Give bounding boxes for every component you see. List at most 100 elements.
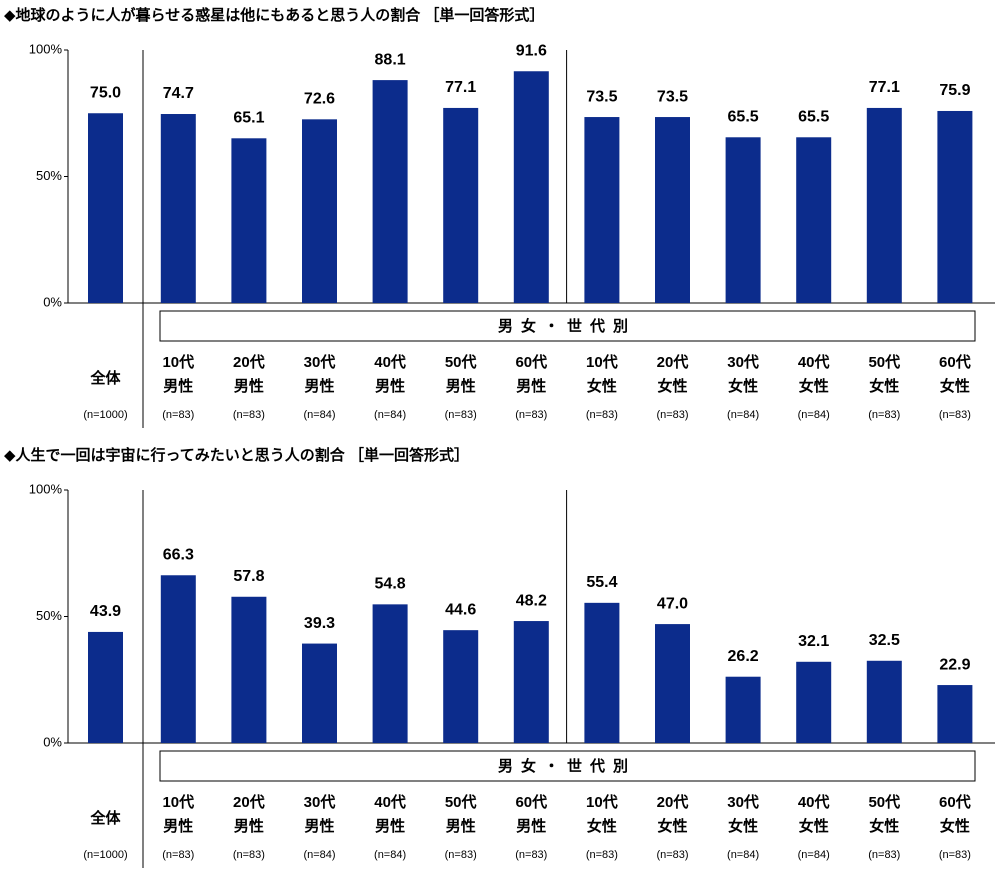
sample-size: (n=83) [445,409,477,421]
sample-size: (n=83) [162,849,194,861]
value-label: 39.3 [304,615,335,632]
sample-size: (n=83) [656,409,688,421]
value-label: 55.4 [586,574,617,591]
chart-title: ◆人生で一回は宇宙に行ってみたいと思う人の割合 ［単一回答形式］ [4,446,469,464]
x-tick-label: 40代 [798,353,830,371]
y-tick-label: 100% [29,481,63,496]
y-tick-label: 0% [43,734,62,749]
bar [88,631,123,743]
bar [796,661,832,743]
sample-size: (n=83) [868,409,900,421]
x-tick-label: 女性 [728,817,758,835]
x-tick-label: 60代 [515,793,547,811]
value-label: 77.1 [869,79,900,96]
bar [231,138,267,303]
x-tick-label: 40代 [374,353,406,371]
bar [443,107,479,303]
x-tick-label: 女性 [940,377,970,395]
x-tick-label: 20代 [657,353,689,371]
value-label: 32.5 [869,632,900,649]
y-tick-label: 50% [36,608,62,623]
x-tick-label: 30代 [304,353,336,371]
x-tick-label: 30代 [727,353,759,371]
group-label: 男女・世代別 [498,757,636,775]
bar [302,119,337,304]
bar [937,110,973,304]
x-tick-label: 40代 [374,793,406,811]
value-label: 43.9 [90,603,121,620]
sample-size: (n=1000) [83,849,127,861]
x-tick-label: 50代 [868,353,900,371]
x-tick-label: 女性 [587,377,617,395]
bar [302,643,337,743]
bar [372,80,408,304]
sample-size: (n=83) [586,409,618,421]
sample-size: (n=83) [656,849,688,861]
sample-size: (n=84) [727,409,759,421]
x-tick-label: 10代 [586,793,618,811]
bar [866,660,902,743]
x-tick-label: 男性 [163,817,193,835]
sample-size: (n=1000) [83,409,127,421]
x-tick-label: 60代 [939,353,971,371]
bar [866,107,902,303]
bar [796,137,832,303]
group-box [159,750,976,782]
sample-size: (n=84) [798,409,830,421]
value-label: 77.1 [445,79,476,96]
x-tick-label: 20代 [233,793,265,811]
y-tick-label: 50% [36,168,62,183]
sample-size: (n=83) [445,849,477,861]
sample-size: (n=83) [233,409,265,421]
value-label: 22.9 [939,656,970,673]
value-label: 75.9 [939,82,970,99]
sample-size: (n=84) [303,849,335,861]
x-tick-label: 20代 [233,353,265,371]
x-tick-label: 男性 [234,817,264,835]
value-label: 72.6 [304,91,335,108]
y-tick-label: 100% [29,41,63,56]
x-tick-label: 50代 [445,793,477,811]
x-tick-label: 男性 [304,377,334,395]
bar [937,685,973,743]
bar [231,596,267,743]
x-tick-label: 女性 [587,817,617,835]
group-label: 男女・世代別 [498,317,636,335]
chart-title: ◆地球のように人が暮らせる惑星は他にもあると思う人の割合 ［単一回答形式］ [4,6,544,24]
value-label: 65.1 [233,110,264,127]
x-tick-label: 女性 [940,817,970,835]
x-tick-label: 全体 [89,809,121,827]
value-label: 26.2 [728,648,759,665]
x-tick-label: 男性 [375,817,405,835]
bar [584,602,620,743]
x-tick-label: 女性 [869,377,899,395]
sample-size: (n=83) [515,849,547,861]
bar [88,113,123,303]
x-tick-label: 30代 [304,793,336,811]
x-tick-label: 全体 [89,369,121,387]
value-label: 73.5 [657,88,688,105]
value-label: 47.0 [657,595,688,612]
sample-size: (n=83) [515,409,547,421]
bar [725,676,761,743]
x-tick-label: 男性 [516,377,546,395]
x-tick-label: 女性 [869,817,899,835]
x-tick-label: 50代 [445,353,477,371]
sample-size: (n=83) [868,849,900,861]
sample-size: (n=84) [374,409,406,421]
bar [160,575,196,743]
value-label: 54.8 [375,576,406,593]
bar [655,117,690,303]
value-label: 57.8 [233,568,264,585]
bar [513,621,549,743]
value-label: 44.6 [445,601,476,618]
y-tick-label: 0% [43,294,62,309]
sample-size: (n=83) [162,409,194,421]
x-tick-label: 40代 [798,793,830,811]
x-tick-label: 女性 [657,377,687,395]
value-label: 32.1 [798,633,829,650]
sample-size: (n=84) [303,409,335,421]
sample-size: (n=84) [727,849,759,861]
x-tick-label: 女性 [728,377,758,395]
sample-size: (n=83) [939,849,971,861]
